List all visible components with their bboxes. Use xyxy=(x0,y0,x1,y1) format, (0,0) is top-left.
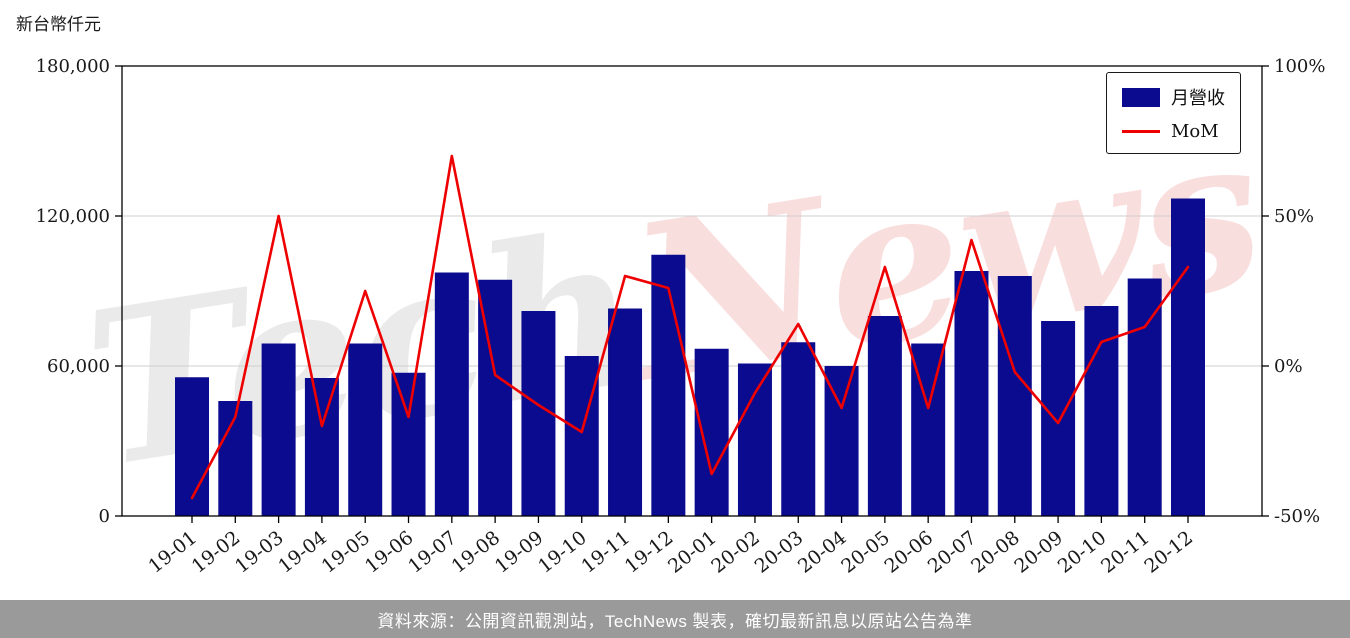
x-tick-label: 19-12 xyxy=(621,527,678,578)
x-tick-label: 20-11 xyxy=(1097,527,1154,578)
revenue-bar xyxy=(1127,278,1162,516)
revenue-bar xyxy=(694,348,729,516)
x-tick-label: 19-02 xyxy=(188,527,245,578)
x-tick-label: 20-09 xyxy=(1010,527,1067,578)
revenue-bar xyxy=(997,276,1032,516)
revenue-bar xyxy=(651,254,686,516)
legend-bar-label: 月營收 xyxy=(1171,88,1225,109)
revenue-bar xyxy=(304,378,339,516)
x-tick-label: 20-06 xyxy=(881,527,938,578)
x-tick-label: 19-01 xyxy=(144,527,201,578)
y-right-tick-label: 0% xyxy=(1274,356,1303,377)
x-tick-label: 19-05 xyxy=(318,527,375,578)
legend-bar-swatch xyxy=(1122,87,1160,107)
x-tick-label: 20-04 xyxy=(794,527,851,578)
mom-line xyxy=(190,154,1190,500)
legend-line-label: MoM xyxy=(1171,121,1219,142)
y-left-tick-label: 0 xyxy=(99,506,110,527)
revenue-bar xyxy=(175,377,209,516)
revenue-bar xyxy=(434,272,469,516)
legend-row-mom: MoM xyxy=(1122,121,1225,142)
legend: 月營收 MoM xyxy=(1106,72,1241,154)
x-tick-label: 19-03 xyxy=(231,527,288,578)
revenue-bar xyxy=(737,363,772,516)
revenue-bar xyxy=(564,356,599,516)
x-tick-label: 19-06 xyxy=(361,527,418,578)
legend-line-swatch xyxy=(1122,130,1160,133)
revenue-bar xyxy=(867,316,902,516)
x-tick-label: 20-08 xyxy=(967,527,1024,578)
y-left-tick-label: 180,000 xyxy=(36,56,110,77)
revenue-bar xyxy=(781,342,816,516)
x-tick-label: 20-05 xyxy=(837,527,894,578)
revenue-bar xyxy=(1171,198,1205,516)
x-tick-label: 20-12 xyxy=(1140,527,1197,578)
x-tick-label: 19-07 xyxy=(404,527,461,578)
revenue-bar xyxy=(218,401,253,516)
y-right-tick-label: 50% xyxy=(1274,206,1314,227)
revenue-mom-chart: 060,000120,000180,000-50%0%50%100%19-011… xyxy=(36,56,1326,578)
revenue-bar xyxy=(348,343,383,516)
footer-source-bar: 資料來源：公開資訊觀測站，TechNews 製表，確切最新訊息以原站公告為準 xyxy=(0,600,1350,638)
x-tick-label: 20-10 xyxy=(1054,527,1111,578)
x-tick-label: 19-11 xyxy=(577,527,634,578)
y-right-tick-label: -50% xyxy=(1274,506,1320,527)
revenue-bar xyxy=(391,372,426,516)
y-left-tick-label: 60,000 xyxy=(47,356,110,377)
revenue-bar xyxy=(824,366,859,516)
axis-unit-label: 新台幣仟元 xyxy=(16,15,101,34)
plot-border xyxy=(121,65,1263,517)
legend-row-revenue: 月營收 xyxy=(1122,84,1225,110)
x-tick-label: 19-04 xyxy=(274,527,331,578)
x-tick-label: 19-10 xyxy=(534,527,591,578)
revenue-bar xyxy=(1041,321,1076,516)
x-tick-label: 19-09 xyxy=(491,527,548,578)
x-tick-label: 19-08 xyxy=(447,527,504,578)
x-tick-label: 20-01 xyxy=(664,527,721,578)
revenue-bar xyxy=(954,271,989,516)
x-tick-label: 20-03 xyxy=(751,527,808,578)
y-right-tick-label: 100% xyxy=(1274,56,1325,77)
revenue-bar xyxy=(261,343,296,516)
footer-source-text: 資料來源：公開資訊觀測站，TechNews 製表，確切最新訊息以原站公告為準 xyxy=(377,611,973,631)
y-left-tick-label: 120,000 xyxy=(36,206,110,227)
x-tick-label: 20-07 xyxy=(924,527,981,578)
revenue-bar xyxy=(608,308,643,516)
x-tick-label: 20-02 xyxy=(707,527,764,578)
